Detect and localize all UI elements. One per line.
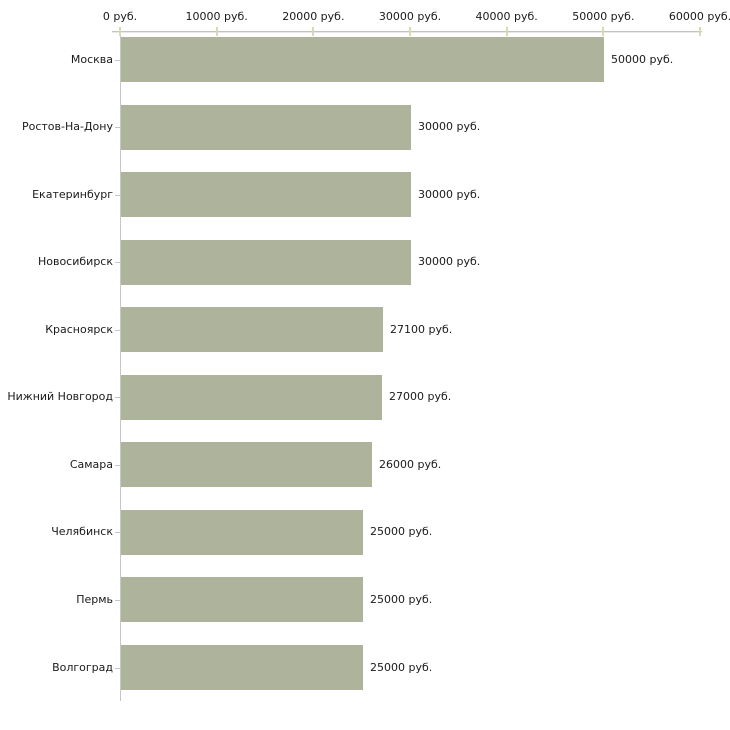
value-label: 26000 руб. [379,457,442,471]
category-tick [115,599,120,601]
value-label: 25000 руб. [370,525,433,539]
category-label: Ростов-На-Дону [21,120,113,134]
bar [121,442,372,488]
bar [121,172,411,218]
bar [121,645,363,691]
category-label: Самара [69,457,113,471]
value-label: 30000 руб. [418,255,481,269]
category-label: Нижний Новгород [7,390,113,404]
category-tick [115,667,120,669]
bar [121,577,363,623]
x-tick-mark [215,27,218,36]
category-label: Екатеринбург [32,187,113,201]
value-label: 27100 руб. [390,322,453,336]
bar [121,307,383,353]
x-tick-label: 50000 руб. [572,10,635,23]
category-label: Челябинск [51,525,113,539]
x-tick-mark [699,27,701,36]
category-tick [115,59,120,61]
category-label: Москва [70,52,113,66]
x-tick-mark [409,27,411,36]
category-tick [115,464,120,466]
bar [121,104,411,150]
x-tick-mark [602,27,605,36]
value-label: 50000 руб. [611,52,674,66]
bar [121,37,604,82]
value-label: 30000 руб. [418,120,481,134]
category-tick [115,532,120,534]
x-tick-mark [505,27,508,36]
category-label: Волгоград [52,660,113,674]
category-tick [115,329,120,331]
x-tick-label: 30000 руб. [378,10,442,23]
x-tick-mark [119,27,121,36]
category-label: Пермь [76,592,113,606]
value-label: 30000 руб. [418,187,481,201]
x-tick-mark [312,27,315,36]
x-tick-label: 0 руб. [102,10,138,23]
value-label: 27000 руб. [389,390,452,404]
category-tick [115,194,120,196]
category-tick [115,397,120,399]
y-axis-line [120,31,121,701]
bar [121,374,382,420]
value-label: 25000 руб. [370,592,433,606]
category-tick [115,262,120,264]
x-tick-label: 10000 руб. [185,10,248,23]
x-tick-label: 60000 руб. [668,10,730,23]
x-tick-label: 40000 руб. [475,10,538,23]
x-tick-label: 20000 руб. [282,10,345,23]
bar [121,239,411,285]
bar [121,509,363,555]
category-tick [115,127,120,129]
category-label: Новосибирск [37,255,113,269]
x-axis-line [112,31,702,33]
category-label: Красноярск [45,322,113,336]
value-label: 25000 руб. [370,660,433,674]
